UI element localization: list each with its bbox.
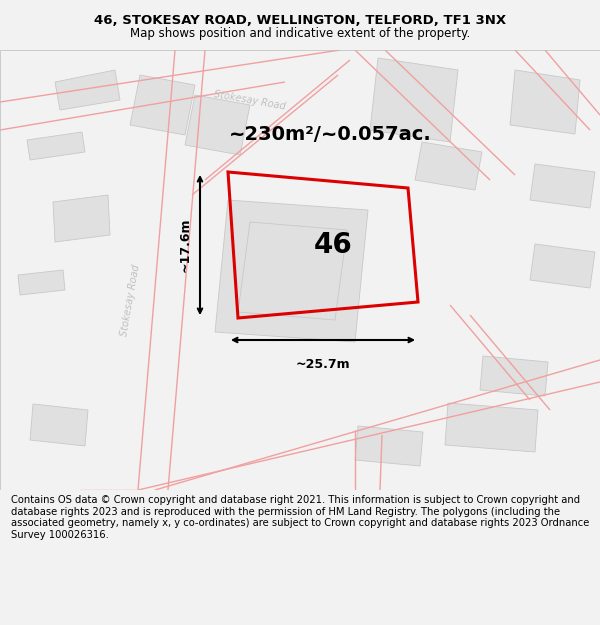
Polygon shape [530, 244, 595, 288]
Text: ~230m²/~0.057ac.: ~230m²/~0.057ac. [229, 126, 431, 144]
Polygon shape [30, 404, 88, 446]
Text: Map shows position and indicative extent of the property.: Map shows position and indicative extent… [130, 28, 470, 41]
Polygon shape [370, 58, 458, 142]
Polygon shape [185, 95, 250, 155]
Polygon shape [238, 222, 347, 320]
Polygon shape [27, 132, 85, 160]
Bar [0, 50, 600, 490]
Polygon shape [445, 403, 538, 452]
Polygon shape [415, 142, 482, 190]
Text: ~25.7m: ~25.7m [296, 358, 350, 371]
Text: 46: 46 [314, 231, 352, 259]
Polygon shape [480, 356, 548, 396]
Polygon shape [355, 426, 423, 466]
Polygon shape [55, 70, 120, 110]
Polygon shape [530, 164, 595, 208]
Text: Contains OS data © Crown copyright and database right 2021. This information is : Contains OS data © Crown copyright and d… [11, 495, 589, 540]
Polygon shape [130, 75, 195, 135]
Polygon shape [18, 270, 65, 295]
Text: ~17.6m: ~17.6m [179, 217, 192, 272]
Polygon shape [215, 200, 368, 342]
Polygon shape [510, 70, 580, 134]
Text: 46, STOKESAY ROAD, WELLINGTON, TELFORD, TF1 3NX: 46, STOKESAY ROAD, WELLINGTON, TELFORD, … [94, 14, 506, 27]
Polygon shape [53, 195, 110, 242]
Text: Stokesay Road: Stokesay Road [214, 89, 287, 111]
Text: Stokesay Road: Stokesay Road [119, 263, 141, 337]
